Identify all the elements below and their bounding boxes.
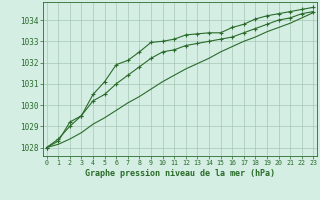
X-axis label: Graphe pression niveau de la mer (hPa): Graphe pression niveau de la mer (hPa) [85,169,275,178]
